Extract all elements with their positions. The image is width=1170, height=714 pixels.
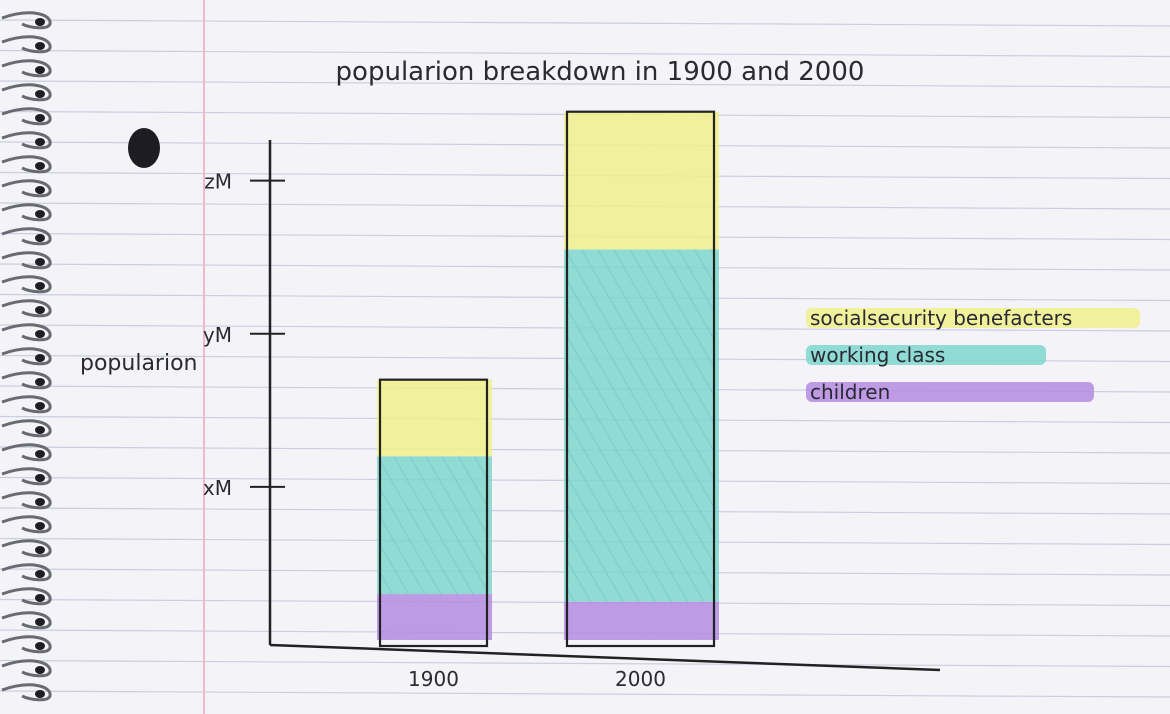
spiral-coil	[1, 659, 52, 678]
bar-hatching	[380, 456, 487, 595]
binding-hole	[35, 522, 45, 530]
rule-line	[0, 659, 1170, 668]
binding-hole	[35, 138, 45, 146]
spiral-coil	[1, 371, 52, 390]
binding-hole	[35, 570, 45, 578]
spiral-coil	[1, 563, 52, 582]
binding-hole	[35, 18, 45, 26]
binding-hole	[35, 498, 45, 506]
binding-hole	[35, 666, 45, 674]
binding-hole	[35, 330, 45, 338]
binding-hole	[35, 618, 45, 626]
spiral-coil	[1, 83, 52, 102]
y-axis-label: popularion	[80, 351, 198, 376]
spiral-coil	[1, 419, 52, 438]
binding-hole	[35, 354, 45, 362]
binding-hole	[35, 66, 45, 74]
x-axis	[269, 643, 941, 672]
spiral-coil	[1, 203, 52, 222]
bar-2000-children	[564, 601, 719, 640]
legend-swatch	[806, 345, 1046, 365]
legend-swatch	[806, 382, 1094, 402]
spiral-coil	[1, 227, 52, 246]
spiral-coil	[1, 539, 52, 558]
rule-line	[0, 19, 1170, 27]
binding-hole	[35, 306, 45, 314]
binding-hole	[35, 594, 45, 602]
spiral-coil	[1, 515, 52, 534]
binding-hole	[35, 42, 45, 50]
binding-hole	[35, 210, 45, 218]
legend-label: children	[810, 380, 890, 404]
legend-label: working class	[810, 343, 945, 367]
bar-1900-children	[377, 594, 492, 640]
bar-outline-1900	[378, 378, 489, 648]
y-tick-label: xM	[203, 476, 232, 500]
binding-hole	[35, 258, 45, 266]
binding-hole	[35, 282, 45, 290]
spiral-coil	[1, 299, 52, 318]
punched-hole	[128, 128, 160, 168]
bar-hatching	[567, 249, 714, 602]
category-label: 2000	[615, 667, 666, 691]
rule-line	[0, 80, 1170, 88]
y-tick-label: yM	[203, 323, 232, 347]
legend: socialsecurity benefacters working class c…	[806, 306, 1140, 404]
spiral-coil	[1, 587, 52, 606]
binding-hole	[35, 450, 45, 458]
binding-hole	[35, 162, 45, 170]
bar-1900-socialsecurity-benefacters	[377, 379, 492, 457]
binding-hole	[35, 426, 45, 434]
spiral-coil	[1, 443, 52, 462]
spiral-coil	[1, 491, 52, 510]
binding-hole	[35, 690, 45, 698]
spiral-coil	[1, 179, 52, 198]
spiral-coil	[1, 35, 52, 54]
y-tick-label: zM	[204, 170, 232, 194]
rule-line	[0, 690, 1170, 698]
binding-hole	[35, 474, 45, 482]
y-ticks: xM yM zM	[203, 170, 285, 500]
spiral-coil	[1, 611, 52, 630]
chart-title: popularion breakdown in 1900 and 2000	[336, 57, 865, 87]
spiral-coil	[1, 635, 52, 654]
category-labels: 1900 2000	[408, 667, 666, 691]
spiral-coil	[1, 59, 52, 78]
spiral-coil	[1, 131, 52, 150]
rule-line	[0, 49, 1170, 58]
spiral-coil	[1, 275, 52, 294]
spiral-coil	[1, 467, 52, 486]
legend-label: socialsecurity benefacters	[810, 306, 1072, 330]
binding-hole	[35, 90, 45, 98]
spiral-coil	[1, 107, 52, 126]
spiral-coil	[1, 347, 52, 366]
binding-hole	[35, 186, 45, 194]
spiral-coil	[1, 155, 52, 174]
spiral-coil	[1, 11, 52, 30]
binding-hole	[35, 402, 45, 410]
legend-swatch	[806, 308, 1140, 328]
spiral-coil	[1, 323, 52, 342]
spiral-coil	[1, 251, 52, 270]
spiral-binding	[1, 11, 52, 702]
category-label: 1900	[408, 667, 459, 691]
binding-hole	[35, 114, 45, 122]
spiral-coil	[1, 683, 52, 702]
binding-hole	[35, 546, 45, 554]
bar-outline-2000	[565, 110, 716, 648]
bars	[377, 110, 719, 648]
spiral-coil	[1, 395, 52, 414]
bar-2000-socialsecurity-benefacters	[564, 111, 719, 250]
binding-hole	[35, 234, 45, 242]
binding-hole	[35, 378, 45, 386]
binding-hole	[35, 642, 45, 650]
